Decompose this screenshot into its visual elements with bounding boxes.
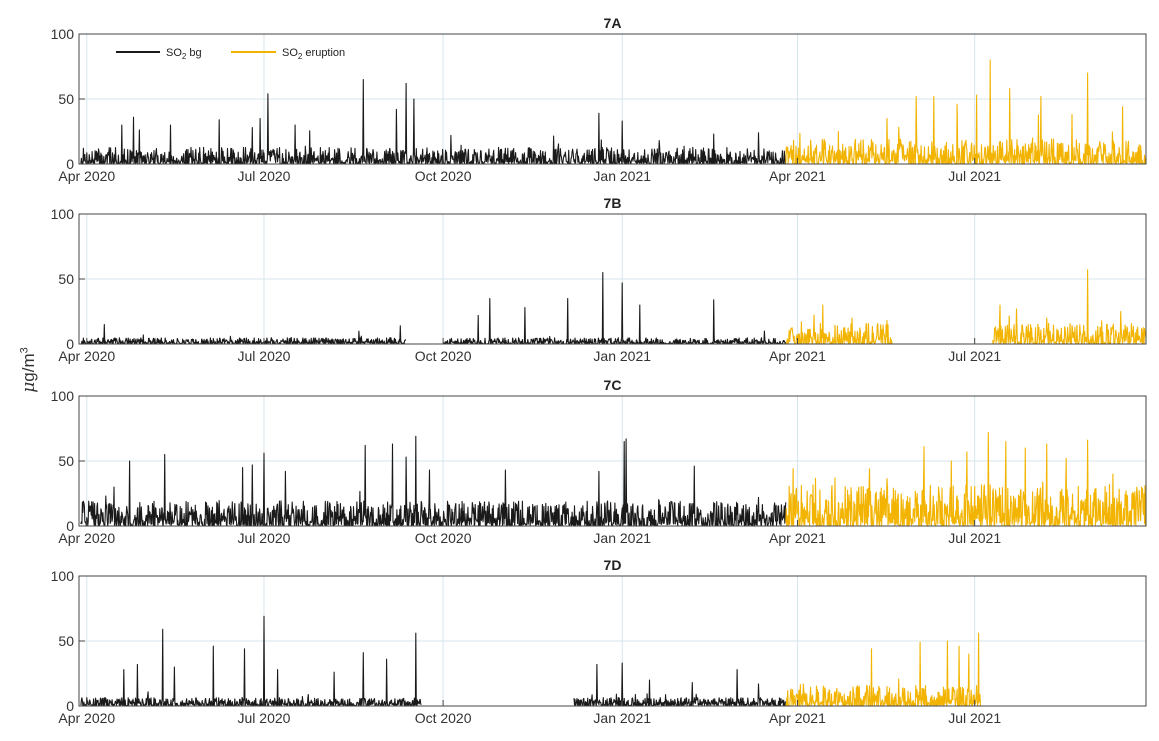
y-tick-label: 100 <box>51 568 75 584</box>
series-line <box>80 435 787 527</box>
y-tick-label: 0 <box>66 698 74 714</box>
x-tick-label: Oct 2020 <box>415 530 472 546</box>
series-line <box>785 269 1147 345</box>
y-tick-label: 50 <box>58 633 74 649</box>
panel-title: 7B <box>604 195 622 211</box>
x-tick-label: Apr 2021 <box>769 348 826 364</box>
x-tick-label: Jan 2021 <box>593 530 651 546</box>
panel-7C: 0 50 100 Apr 2020 Jul 2020 Oct 2020 Jan 2021 Ap… <box>51 377 1147 546</box>
x-tick-label: Apr 2020 <box>58 710 115 726</box>
x-tick-label: Jul 2021 <box>948 348 1001 364</box>
x-tick-label: Jul 2020 <box>238 710 291 726</box>
y-tick-label: 0 <box>66 518 74 534</box>
x-tick-label: Apr 2020 <box>58 348 115 364</box>
legend-label-bg: SO2 bg <box>166 47 202 61</box>
x-tick-label: Oct 2020 <box>415 348 472 364</box>
series-line <box>80 615 787 707</box>
x-tick-label: Jan 2021 <box>593 710 651 726</box>
panel-7B: 0 50 100 Apr 2020 Jul 2020 Oct 2020 Jan 2021 Ap… <box>51 195 1147 364</box>
panel-title: 7C <box>604 377 622 393</box>
series-line <box>785 431 1147 527</box>
x-tick-label: Apr 2021 <box>769 530 826 546</box>
x-tick-label: Apr 2021 <box>769 710 826 726</box>
legend-label-eruption: SO2 eruption <box>282 47 345 61</box>
x-tick-label: Oct 2020 <box>415 710 472 726</box>
y-tick-label: 100 <box>51 388 75 404</box>
panel-title: 7A <box>604 15 622 31</box>
x-tick-label: Apr 2020 <box>58 168 115 184</box>
y-tick-label: 100 <box>51 26 75 42</box>
x-tick-label: Apr 2021 <box>769 168 826 184</box>
panel-7D: 0 50 100 Apr 2020 Jul 2020 Oct 2020 Jan 2021 Ap… <box>51 557 1147 726</box>
y-tick-label: 50 <box>58 271 74 287</box>
x-tick-label: Jul 2021 <box>948 168 1001 184</box>
series-line <box>80 271 787 345</box>
x-tick-label: Apr 2020 <box>58 530 115 546</box>
series-line <box>785 59 1147 165</box>
y-tick-label: 50 <box>58 91 74 107</box>
series-line <box>80 78 787 165</box>
x-tick-label: Jul 2021 <box>948 530 1001 546</box>
panel-7A: 0 50 100 Apr 2020 Jul 2020 Oct 2020 Jan 2021 Ap… <box>51 15 1147 184</box>
y-tick-label: 50 <box>58 453 74 469</box>
x-tick-label: Jul 2020 <box>238 348 291 364</box>
panel-title: 7D <box>604 557 622 573</box>
y-tick-label: 0 <box>66 156 74 172</box>
x-tick-label: Jan 2021 <box>593 168 651 184</box>
legend: SO2 bg SO2 eruption <box>116 47 345 61</box>
y-tick-label: 0 <box>66 336 74 352</box>
x-tick-label: Jul 2020 <box>238 168 291 184</box>
x-tick-label: Jan 2021 <box>593 348 651 364</box>
series-line <box>785 632 982 707</box>
y-axis-label: μg/m3 <box>18 347 40 393</box>
y-tick-label: 100 <box>51 206 75 222</box>
x-tick-label: Jul 2020 <box>238 530 291 546</box>
x-tick-label: Jul 2021 <box>948 710 1001 726</box>
x-tick-label: Oct 2020 <box>415 168 472 184</box>
